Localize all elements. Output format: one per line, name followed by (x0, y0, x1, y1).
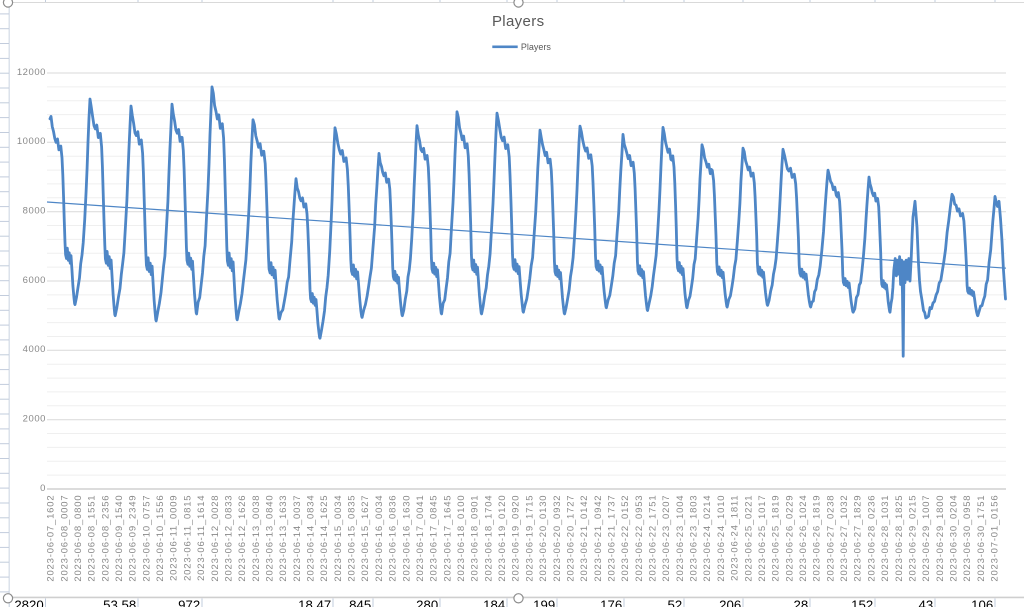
svg-text:2023-06-25_1017: 2023-06-25_1017 (757, 495, 768, 582)
svg-text:2023-06-25_1819: 2023-06-25_1819 (771, 495, 782, 582)
svg-text:2023-06-23_1004: 2023-06-23_1004 (675, 495, 686, 582)
svg-text:2023-06-22_1751: 2023-06-22_1751 (648, 495, 659, 582)
svg-text:2023-06-18_1704: 2023-06-18_1704 (483, 495, 494, 582)
svg-text:2820: 2820 (14, 598, 43, 607)
svg-text:2023-06-22_0953: 2023-06-22_0953 (634, 495, 645, 582)
svg-text:28: 28 (794, 598, 809, 607)
svg-text:2023-06-08_1551: 2023-06-08_1551 (87, 495, 98, 582)
svg-text:184: 184 (483, 598, 505, 607)
svg-text:2023-06-09_1540: 2023-06-09_1540 (114, 495, 125, 582)
svg-text:2023-06-21_0142: 2023-06-21_0142 (579, 495, 590, 582)
svg-text:2023-06-28_1825: 2023-06-28_1825 (894, 495, 905, 582)
svg-text:6000: 6000 (23, 275, 46, 286)
svg-text:2023-06-26_1819: 2023-06-26_1819 (812, 495, 823, 582)
svg-text:2023-06-20_1727: 2023-06-20_1727 (565, 495, 576, 582)
svg-text:2023-06-11_0815: 2023-06-11_0815 (182, 495, 193, 581)
svg-text:2023-06-13_1633: 2023-06-13_1633 (278, 495, 289, 582)
svg-text:2023-06-10_0757: 2023-06-10_0757 (141, 495, 152, 582)
svg-text:2023-06-30_1751: 2023-06-30_1751 (976, 495, 987, 582)
svg-text:972: 972 (178, 598, 200, 607)
svg-text:2023-06-26_1024: 2023-06-26_1024 (798, 495, 809, 582)
svg-text:2023-06-07_1602: 2023-06-07_1602 (46, 495, 57, 582)
svg-text:280: 280 (416, 598, 438, 607)
svg-text:152: 152 (851, 598, 873, 607)
svg-text:2023-06-15_0034: 2023-06-15_0034 (333, 495, 344, 582)
svg-text:2023-06-16_0034: 2023-06-16_0034 (374, 495, 385, 582)
svg-text:2023-06-08_0800: 2023-06-08_0800 (73, 495, 84, 582)
svg-text:2023-06-27_1829: 2023-06-27_1829 (853, 495, 864, 582)
svg-text:2023-06-14_0834: 2023-06-14_0834 (306, 495, 317, 582)
svg-text:2023-06-23_0207: 2023-06-23_0207 (661, 495, 672, 582)
svg-text:199: 199 (533, 598, 555, 607)
svg-text:176: 176 (600, 598, 622, 607)
svg-text:2023-06-29_0215: 2023-06-29_0215 (907, 495, 918, 582)
svg-text:2023-06-28_1031: 2023-06-28_1031 (880, 495, 891, 582)
svg-text:2023-06-17_0845: 2023-06-17_0845 (429, 495, 440, 582)
svg-text:2023-06-18_0901: 2023-06-18_0901 (470, 495, 481, 582)
svg-text:2023-06-13_0840: 2023-06-13_0840 (265, 495, 276, 582)
svg-text:10000: 10000 (17, 136, 46, 147)
svg-text:2023-06-20_0932: 2023-06-20_0932 (552, 495, 563, 582)
svg-text:2023-06-09_2349: 2023-06-09_2349 (128, 495, 139, 582)
svg-text:2023-06-19_0920: 2023-06-19_0920 (511, 495, 522, 582)
svg-text:2023-06-28_0236: 2023-06-28_0236 (866, 495, 877, 582)
svg-text:2023-06-14_0037: 2023-06-14_0037 (292, 495, 303, 582)
svg-text:2023-06-26_0229: 2023-06-26_0229 (784, 495, 795, 582)
svg-text:52: 52 (668, 598, 683, 607)
svg-text:Players: Players (521, 42, 552, 52)
svg-text:2023-06-22_0152: 2023-06-22_0152 (620, 495, 631, 582)
svg-text:2023-06-12_1626: 2023-06-12_1626 (237, 495, 248, 582)
svg-text:2023-06-21_1737: 2023-06-21_1737 (607, 495, 618, 582)
svg-text:2023-06-10_1556: 2023-06-10_1556 (155, 495, 166, 582)
svg-text:2023-06-30_0958: 2023-06-30_0958 (962, 495, 973, 582)
svg-text:2023-06-12_0028: 2023-06-12_0028 (210, 495, 221, 582)
svg-text:2023-06-25_0221: 2023-06-25_0221 (743, 495, 754, 582)
svg-text:0: 0 (40, 483, 46, 494)
svg-text:2023-06-24_1811: 2023-06-24_1811 (730, 495, 741, 581)
svg-text:2023-06-18_0100: 2023-06-18_0100 (456, 495, 467, 582)
svg-text:2023-06-16_0836: 2023-06-16_0836 (388, 495, 399, 582)
svg-text:845: 845 (349, 598, 371, 607)
svg-text:2023-06-12_0833: 2023-06-12_0833 (223, 495, 234, 582)
svg-text:2023-06-21_0942: 2023-06-21_0942 (593, 495, 604, 582)
svg-text:2023-06-13_0038: 2023-06-13_0038 (251, 495, 262, 582)
svg-text:2023-06-27_0238: 2023-06-27_0238 (825, 495, 836, 582)
svg-text:4000: 4000 (23, 344, 46, 355)
svg-text:8000: 8000 (23, 206, 46, 217)
svg-text:43: 43 (919, 598, 934, 607)
svg-text:2023-06-17_1645: 2023-06-17_1645 (442, 495, 453, 582)
svg-text:2023-06-14_1625: 2023-06-14_1625 (319, 495, 330, 582)
svg-text:2023-06-08_2356: 2023-06-08_2356 (100, 495, 111, 582)
svg-text:106: 106 (971, 598, 993, 607)
svg-text:2023-06-20_0130: 2023-06-20_0130 (538, 495, 549, 582)
svg-text:53.58: 53.58 (103, 598, 136, 607)
svg-text:2023-06-15_1627: 2023-06-15_1627 (360, 495, 371, 582)
svg-text:2023-06-30_0204: 2023-06-30_0204 (949, 495, 960, 582)
svg-text:206: 206 (719, 598, 741, 607)
svg-text:2023-06-24_0214: 2023-06-24_0214 (702, 495, 713, 582)
svg-text:2023-06-11_0009: 2023-06-11_0009 (169, 495, 180, 581)
svg-text:2023-06-11_1614: 2023-06-11_1614 (196, 495, 207, 581)
svg-text:2023-06-08_0007: 2023-06-08_0007 (59, 495, 70, 582)
svg-text:2023-06-23_1803: 2023-06-23_1803 (689, 495, 700, 582)
svg-text:2023-06-19_0120: 2023-06-19_0120 (497, 495, 508, 582)
svg-text:18.47: 18.47 (298, 598, 331, 607)
svg-text:2023-06-16_1630: 2023-06-16_1630 (401, 495, 412, 582)
svg-text:2023-06-29_1007: 2023-06-29_1007 (921, 495, 932, 582)
svg-text:2023-06-24_1010: 2023-06-24_1010 (716, 495, 727, 582)
svg-text:2023-06-29_1800: 2023-06-29_1800 (935, 495, 946, 582)
svg-text:2023-06-17_0041: 2023-06-17_0041 (415, 495, 426, 582)
svg-text:2023-06-15_0835: 2023-06-15_0835 (347, 495, 358, 582)
svg-text:Players: Players (492, 13, 544, 30)
svg-text:2000: 2000 (23, 414, 46, 425)
svg-text:2023-07-01_0156: 2023-07-01_0156 (990, 495, 1001, 582)
svg-text:12000: 12000 (17, 67, 46, 78)
svg-text:2023-06-19_1715: 2023-06-19_1715 (524, 495, 535, 582)
svg-text:2023-06-27_1032: 2023-06-27_1032 (839, 495, 850, 582)
